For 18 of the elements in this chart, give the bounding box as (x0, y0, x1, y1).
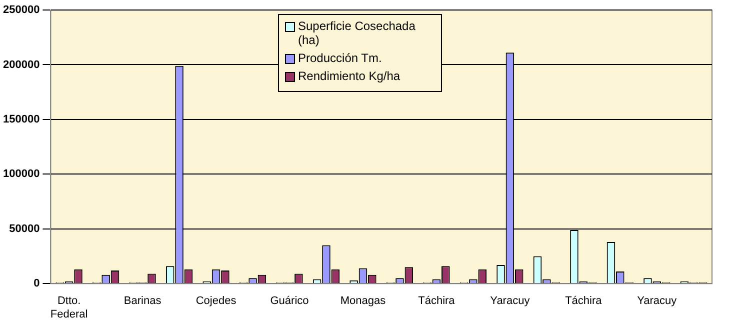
y-tick-label: 50000 (9, 222, 40, 235)
legend-label: Superficie Cosechada (ha) (298, 19, 416, 47)
x-tick-label: Guárico (270, 295, 309, 308)
x-tick-label: Táchira (565, 295, 603, 308)
y-tick-label: 200000 (2, 58, 40, 71)
legend-label: Rendimiento Kg/ha (298, 69, 400, 83)
x-tick-label: Barinas (124, 295, 162, 308)
x-tick-label: Monagas (340, 295, 386, 308)
x-tick-label: Yaracuy (490, 295, 530, 308)
y-tick-label: 0 (34, 278, 40, 290)
x-tick-label: Yaracuy (637, 295, 678, 308)
y-tick-label: 100000 (2, 168, 40, 180)
legend-label: Producción Tm. (298, 51, 382, 65)
x-tick-label: Táchira (418, 295, 456, 308)
x-tick-label: Dtto. Federal (50, 295, 88, 320)
y-tick-label: 250000 (2, 4, 40, 16)
x-tick-label: Cojedes (196, 295, 237, 308)
y-tick-label: 150000 (2, 113, 40, 126)
